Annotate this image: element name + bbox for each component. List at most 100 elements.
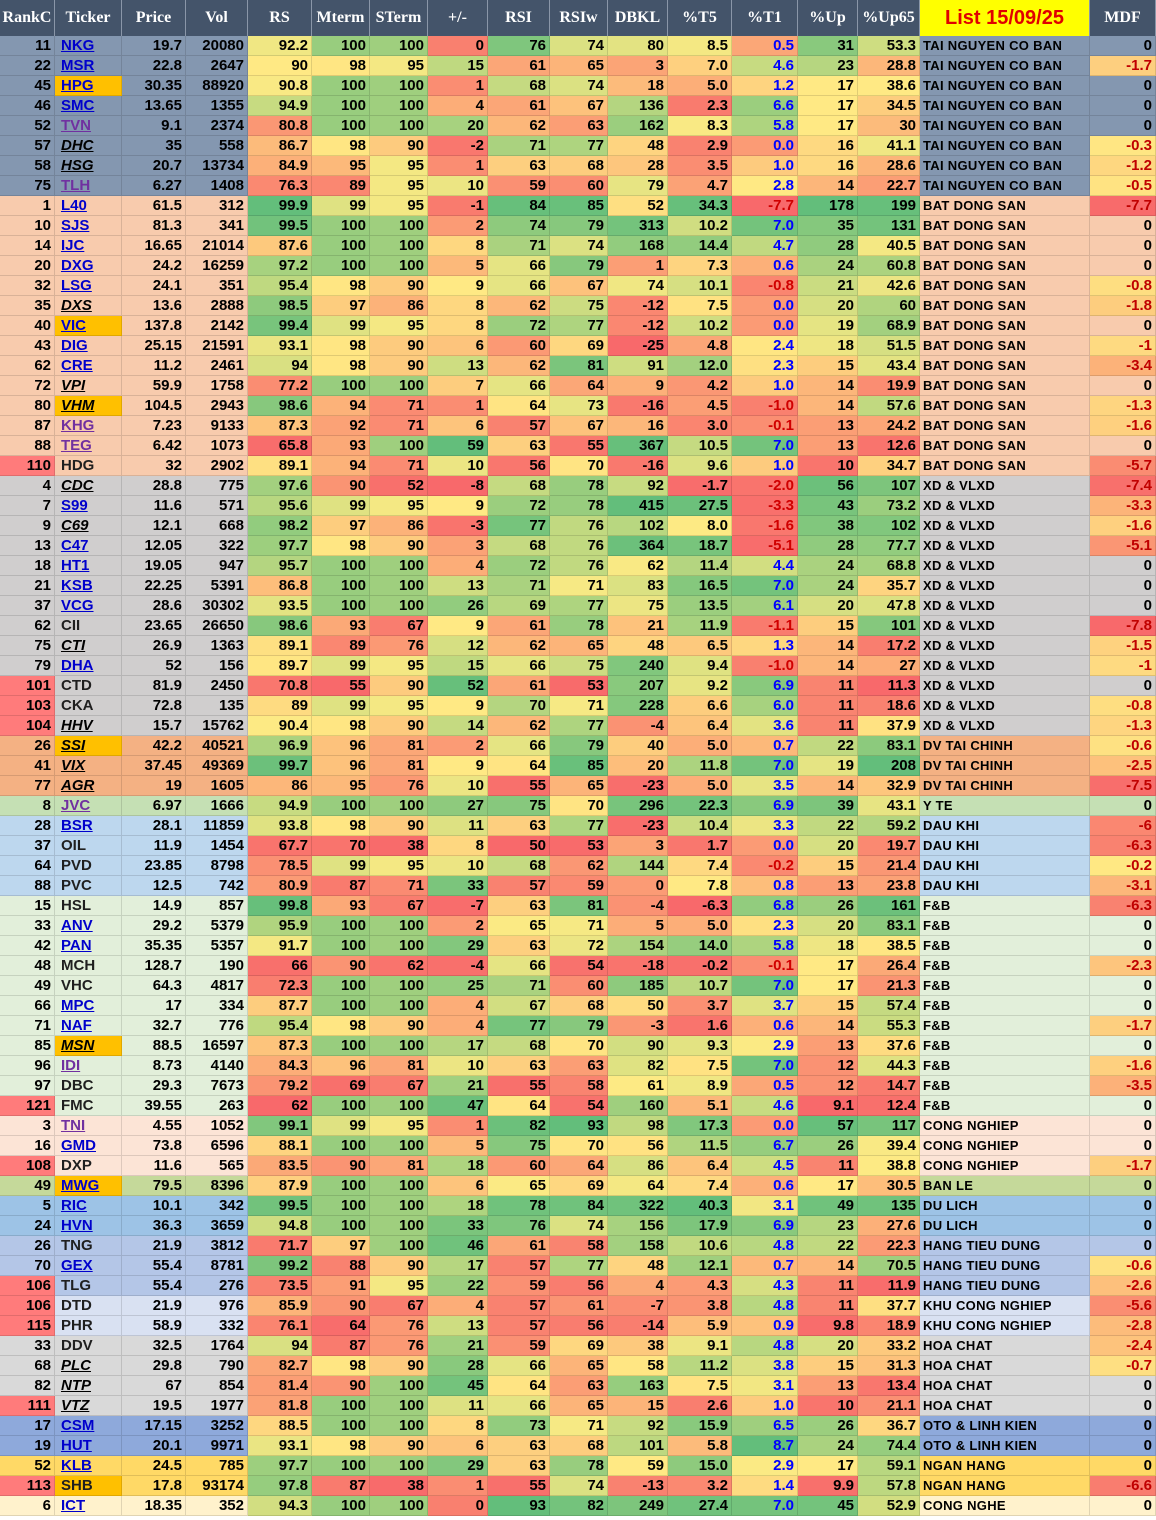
metric: 51.5: [858, 336, 920, 356]
metric: 59: [488, 1336, 550, 1356]
sector: CONG NGHIEP: [920, 1116, 1090, 1136]
mdf: -3.3: [1090, 496, 1156, 516]
metric: 37.7: [858, 1296, 920, 1316]
metric: 3.1: [732, 1376, 798, 1396]
ticker: JVC: [55, 796, 122, 816]
metric: 2: [428, 216, 488, 236]
mdf: -1.7: [1090, 56, 1156, 76]
cell: 23.85: [122, 856, 186, 876]
rank: 11: [0, 36, 55, 56]
metric: 100: [312, 36, 370, 56]
metric: 24.2: [858, 416, 920, 436]
metric: -4: [608, 716, 668, 736]
rank: 33: [0, 916, 55, 936]
rank: 32: [0, 276, 55, 296]
sector: HOA CHAT: [920, 1376, 1090, 1396]
metric: 81.4: [248, 1376, 312, 1396]
metric: 100: [312, 916, 370, 936]
ticker: VIC: [55, 316, 122, 336]
metric: 87: [312, 1336, 370, 1356]
ticker: LSG: [55, 276, 122, 296]
metric: 3.3: [732, 816, 798, 836]
sector: DU LICH: [920, 1196, 1090, 1216]
metric: 90: [370, 676, 428, 696]
cell: 55.4: [122, 1276, 186, 1296]
metric: 100: [312, 1176, 370, 1196]
metric: 10: [798, 1396, 858, 1416]
metric: 90: [370, 1256, 428, 1276]
metric: 93.1: [248, 336, 312, 356]
metric: 22: [428, 1276, 488, 1296]
metric: 77: [488, 1016, 550, 1036]
cell: 1977: [186, 1396, 248, 1416]
metric: 78: [550, 1456, 608, 1476]
ticker: TNG: [55, 1236, 122, 1256]
metric: 6.6: [732, 96, 798, 116]
rank: 43: [0, 336, 55, 356]
metric: 19: [798, 756, 858, 776]
metric: 135: [858, 1196, 920, 1216]
mdf: 0: [1090, 1436, 1156, 1456]
cell: 1764: [186, 1336, 248, 1356]
ticker: CDC: [55, 476, 122, 496]
metric: 13: [428, 576, 488, 596]
metric: 87.7: [248, 996, 312, 1016]
metric: 58: [608, 1356, 668, 1376]
metric: 57.6: [858, 396, 920, 416]
metric: 63: [488, 436, 550, 456]
metric: 4: [428, 556, 488, 576]
cell: 668: [186, 516, 248, 536]
cell: 28.1: [122, 816, 186, 836]
metric: 100: [370, 976, 428, 996]
sector: BAT DONG SAN: [920, 356, 1090, 376]
mdf: -6.3: [1090, 896, 1156, 916]
metric: 67: [550, 416, 608, 436]
metric: 81: [550, 356, 608, 376]
cell: 334: [186, 996, 248, 1016]
metric: 8: [428, 836, 488, 856]
cell: 16259: [186, 256, 248, 276]
metric: 74: [488, 216, 550, 236]
cell: 19: [122, 776, 186, 796]
metric: 11.5: [668, 1136, 732, 1156]
metric: 14: [798, 1016, 858, 1036]
metric: 40.3: [668, 1196, 732, 1216]
metric: 100: [370, 556, 428, 576]
metric: 4: [428, 96, 488, 116]
metric: 77: [550, 1256, 608, 1276]
sector: HOA CHAT: [920, 1396, 1090, 1416]
rank: 49: [0, 976, 55, 996]
metric: 2.9: [732, 1036, 798, 1056]
metric: 11.4: [668, 556, 732, 576]
cell: 67: [122, 1376, 186, 1396]
mdf: -0.8: [1090, 276, 1156, 296]
metric: 20: [798, 296, 858, 316]
metric: 6.8: [732, 896, 798, 916]
cell: 81.3: [122, 216, 186, 236]
metric: 81.8: [248, 1396, 312, 1416]
cell: 28.8: [122, 476, 186, 496]
metric: 58: [550, 1236, 608, 1256]
metric: 11.3: [858, 676, 920, 696]
metric: 28.6: [858, 156, 920, 176]
metric: 74: [550, 1476, 608, 1496]
sector: F&B: [920, 1036, 1090, 1056]
column-header: %Up: [798, 0, 858, 36]
metric: -23: [608, 776, 668, 796]
metric: 100: [370, 1376, 428, 1396]
metric: 207: [608, 676, 668, 696]
metric: -16: [608, 456, 668, 476]
metric: 65: [488, 1176, 550, 1196]
metric: 6.4: [668, 1156, 732, 1176]
metric: 364: [608, 536, 668, 556]
metric: 49: [798, 1196, 858, 1216]
metric: 65: [550, 1396, 608, 1416]
metric: 95.7: [248, 556, 312, 576]
metric: 60.8: [858, 256, 920, 276]
column-header: Ticker: [55, 0, 122, 36]
metric: 60: [858, 296, 920, 316]
ticker: DIG: [55, 336, 122, 356]
metric: 78: [488, 1196, 550, 1216]
sector: XD & VLXD: [920, 576, 1090, 596]
sector: KHU CONG NGHIEP: [920, 1316, 1090, 1336]
